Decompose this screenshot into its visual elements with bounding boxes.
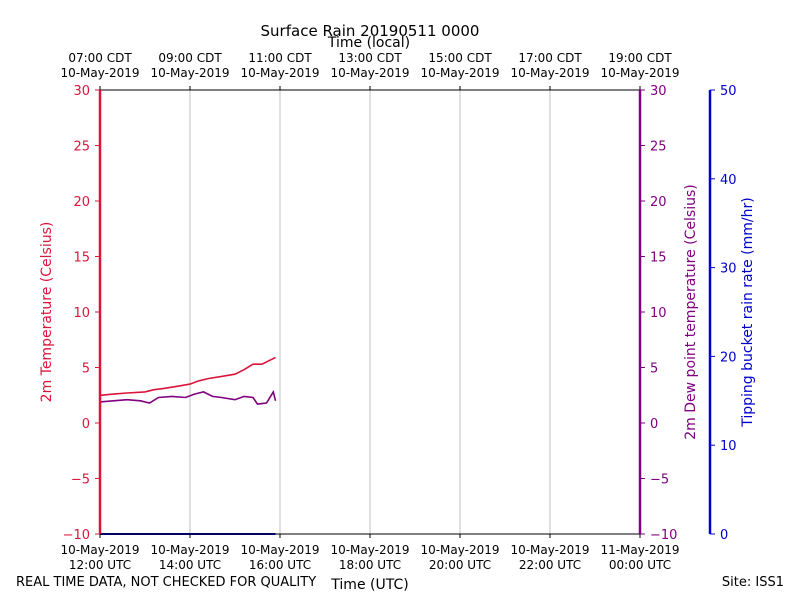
temperature-line (99, 356, 276, 397)
bottom-tick-time-0: 12:00 UTC (69, 558, 131, 572)
top-tick-date-5: 10-May-2019 (510, 66, 589, 80)
top-tick-date-1: 10-May-2019 (150, 66, 229, 80)
left-axis-title: 2m Temperature (Celsius) (39, 222, 55, 403)
top-tick-time-5: 17:00 CDT (518, 51, 582, 65)
top-tick-date-3: 10-May-2019 (330, 66, 409, 80)
right-tick-label-2: 0 (650, 417, 658, 432)
top-tick-time-4: 15:00 CDT (428, 51, 492, 65)
grid-lines (99, 90, 641, 534)
bottom-tick-date-5: 10-May-2019 (510, 543, 589, 557)
axes (95, 86, 715, 538)
top-tick-time-3: 13:00 CDT (338, 51, 402, 65)
right-tick-label-8: 30 (650, 84, 667, 99)
bottom-tick-date-4: 10-May-2019 (420, 543, 499, 557)
bottom-tick-date-6: 11-May-2019 (600, 543, 679, 557)
bottom-tick-time-4: 20:00 UTC (429, 558, 491, 572)
top-tick-time-0: 07:00 CDT (68, 51, 132, 65)
rain-tick-label-0: 0 (720, 528, 728, 543)
left-tick-label-6: 20 (73, 195, 90, 210)
bottom-axis-title: Time (UTC) (330, 577, 408, 593)
rain-tick-label-2: 20 (720, 350, 737, 365)
quality-disclaimer: REAL TIME DATA, NOT CHECKED FOR QUALITY (16, 575, 317, 590)
right-tick-label-0: −10 (650, 528, 677, 543)
left-tick-label-2: 0 (82, 417, 90, 432)
right-axis-title: 2m Dew point temperature (Celsius) (683, 184, 699, 439)
rain-tick-label-5: 50 (720, 84, 737, 99)
right-tick-label-5: 15 (650, 251, 667, 266)
right-tick-label-4: 10 (650, 306, 667, 321)
left-tick-label-8: 30 (73, 84, 90, 99)
top-tick-date-2: 10-May-2019 (240, 66, 319, 80)
bottom-tick-time-5: 22:00 UTC (519, 558, 581, 572)
axis-labels: −10 −10 −5 −5 0 0 5 5 10 10 15 15 20 20 25 25 30 30 0 10 20 3… (39, 35, 756, 593)
top-tick-date-4: 10-May-2019 (420, 66, 499, 80)
bottom-tick-date-3: 10-May-2019 (330, 543, 409, 557)
left-tick-label-0: −10 (63, 528, 90, 543)
top-tick-time-2: 11:00 CDT (248, 51, 312, 65)
bottom-tick-time-1: 14:00 UTC (159, 558, 221, 572)
bottom-tick-time-6: 00:00 UTC (609, 558, 671, 572)
rain-tick-label-3: 30 (720, 262, 737, 277)
top-tick-time-1: 09:00 CDT (158, 51, 222, 65)
right-tick-label-1: −5 (650, 473, 669, 488)
left-tick-label-7: 25 (73, 140, 90, 155)
top-tick-date-0: 10-May-2019 (60, 66, 139, 80)
top-axis-title: Time (local) (327, 35, 410, 51)
bottom-tick-time-3: 18:00 UTC (339, 558, 401, 572)
rain-axis-title: Tipping bucket rain rate (mm/hr) (740, 197, 756, 427)
bottom-tick-time-2: 16:00 UTC (249, 558, 311, 572)
right-tick-label-6: 20 (650, 195, 667, 210)
site-label: Site: ISS1 (721, 575, 784, 590)
rain-tick-label-1: 10 (720, 439, 737, 454)
rain-tick-label-4: 40 (720, 173, 737, 188)
left-tick-label-5: 15 (73, 251, 90, 266)
left-tick-label-4: 10 (73, 306, 90, 321)
right-tick-label-3: 5 (650, 362, 658, 377)
left-tick-label-3: 5 (82, 362, 90, 377)
left-tick-label-1: −5 (71, 473, 90, 488)
top-tick-time-6: 19:00 CDT (608, 51, 672, 65)
bottom-tick-date-2: 10-May-2019 (240, 543, 319, 557)
bottom-tick-date-1: 10-May-2019 (150, 543, 229, 557)
chart-title: Surface Rain 20190511 0000 (260, 22, 480, 40)
bottom-tick-date-0: 10-May-2019 (60, 543, 139, 557)
top-tick-date-6: 10-May-2019 (600, 66, 679, 80)
dewpoint-line (99, 389, 277, 405)
series-lines (99, 356, 277, 535)
right-tick-label-7: 25 (650, 140, 667, 155)
